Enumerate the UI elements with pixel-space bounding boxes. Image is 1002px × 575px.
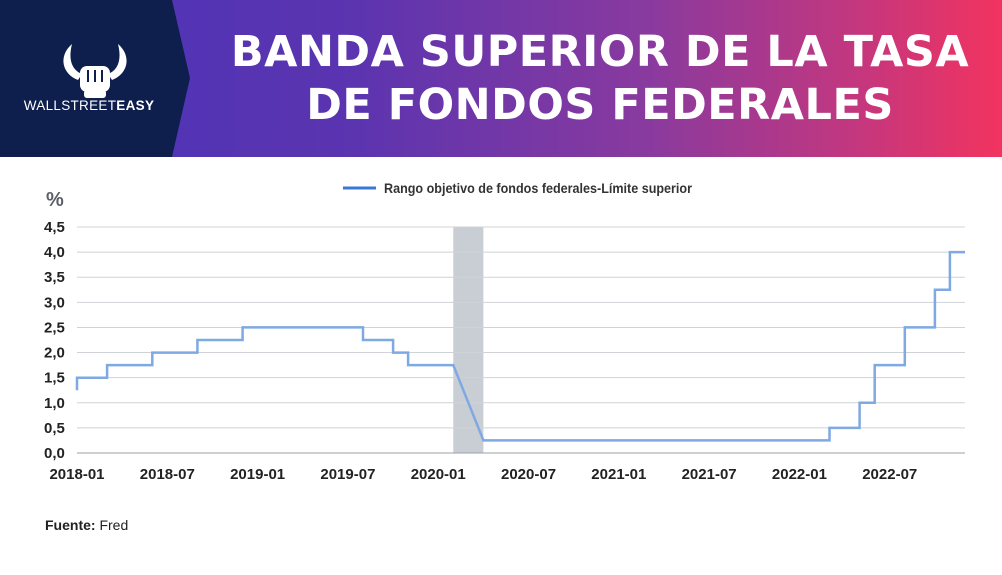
x-tick-label: 2020-07	[501, 466, 556, 483]
fed-funds-chart: 0,0 0,5 1,0 1,5 2,0 2,5 3,0 3,5 4,0 4,5% 2018-01 20…	[44, 181, 965, 483]
recession-band	[453, 227, 484, 453]
brand-name: WALLSTREETEASY	[14, 98, 164, 113]
brand-bold: EASY	[116, 98, 155, 113]
title-line-2: DE FONDOS FEDERALES	[306, 80, 894, 130]
y-tick-label: 0,0	[44, 445, 65, 462]
y-tick-label: 4,5	[44, 219, 65, 236]
legend-label: Rango objetivo de fondos federales-Límit…	[384, 181, 693, 196]
y-tick-label: 2,0	[44, 345, 65, 362]
x-tick-label: 2018-07	[140, 466, 195, 483]
y-tick-label: 2,5	[44, 319, 65, 336]
source-label: Fuente:	[45, 517, 96, 533]
brand-regular: WALLSTREET	[23, 98, 117, 113]
x-tick-label: 2021-07	[682, 466, 737, 483]
series-line	[75, 250, 965, 442]
y-axis-label: %	[46, 189, 64, 211]
x-tick-label: 2021-01	[591, 466, 646, 483]
y-tick-label: 0,5	[44, 420, 65, 437]
x-tick-label: 2022-07	[862, 466, 917, 483]
source-value: Fred	[99, 517, 129, 533]
x-tick-label: 2019-01	[230, 466, 285, 483]
bull-fist-icon	[63, 44, 127, 98]
page-title: BANDA SUPERIOR DE LA TASA DE FONDOS FEDE…	[200, 26, 1000, 132]
y-tick-label: 3,5	[44, 269, 65, 286]
y-tick-label: 1,5	[44, 370, 65, 387]
x-tick-label: 2020-01	[411, 466, 466, 483]
x-tick-label: 2022-01	[772, 466, 827, 483]
y-tick-label: 3,0	[44, 294, 65, 311]
y-tick-label: 4,0	[44, 244, 65, 261]
y-tick-label: 1,0	[44, 395, 65, 412]
x-tick-label: 2018-01	[49, 466, 104, 483]
title-line-1: BANDA SUPERIOR DE LA TASA	[230, 27, 970, 77]
logo-panel: WALLSTREETEASY	[0, 0, 190, 157]
header-banner: WALLSTREETEASY BANDA SUPERIOR DE LA TASA…	[0, 0, 1002, 157]
source-note: Fuente: Fred	[45, 517, 128, 533]
x-tick-label: 2019-07	[320, 466, 375, 483]
